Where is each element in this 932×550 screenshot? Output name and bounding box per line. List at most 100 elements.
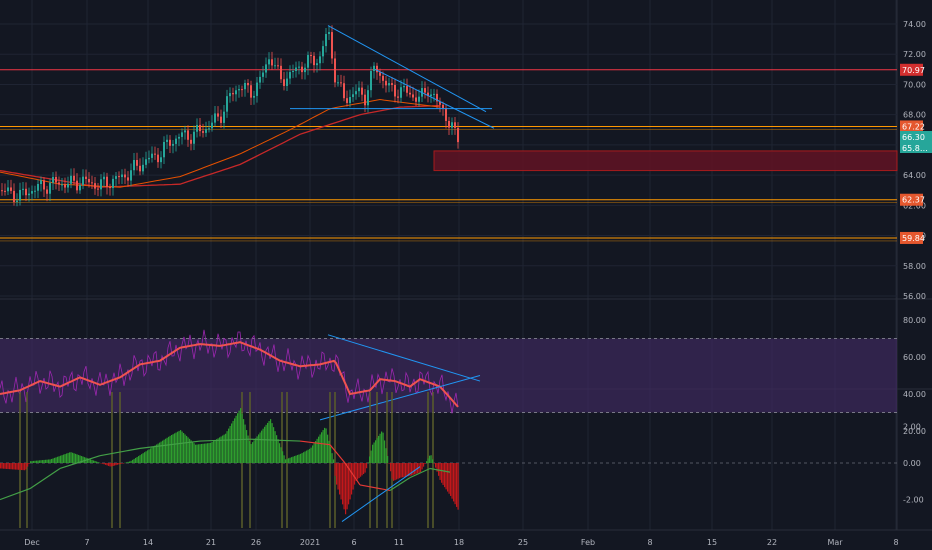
histogram-bar — [369, 456, 371, 463]
histogram-bar — [54, 457, 56, 463]
candle-body — [310, 55, 312, 57]
candle-body — [316, 63, 318, 66]
histogram-bar — [13, 463, 15, 470]
histogram-bar — [10, 463, 12, 470]
candle-body — [127, 177, 129, 181]
candle-body — [403, 86, 405, 88]
histogram-bar — [430, 455, 432, 463]
price-panel[interactable] — [0, 25, 898, 242]
candle-body — [49, 182, 51, 194]
histogram-bar — [240, 408, 242, 463]
histogram-bar — [394, 463, 396, 481]
oscillator-panel[interactable] — [0, 392, 897, 528]
histogram-bar — [190, 440, 192, 463]
histogram-bar — [123, 463, 125, 464]
histogram-bar — [346, 463, 348, 510]
candle-body — [16, 200, 18, 202]
histogram-bar — [75, 453, 77, 463]
histogram-bar — [174, 433, 176, 463]
histogram-bar — [46, 459, 48, 463]
candle-body — [244, 82, 246, 90]
price-level-tag — [900, 63, 923, 76]
histogram-bar — [172, 434, 174, 463]
histogram-bar — [16, 463, 18, 470]
histogram-bar — [187, 437, 189, 463]
histogram-bar — [180, 430, 182, 463]
histogram-bar — [109, 463, 111, 467]
histogram-bar — [124, 462, 126, 464]
histogram-bar — [387, 455, 389, 463]
price-level-tag — [900, 231, 923, 244]
histogram-bar — [91, 459, 93, 463]
candle-body — [418, 96, 420, 102]
histogram-bar — [64, 454, 66, 463]
histogram-bar — [445, 463, 447, 490]
candle-body — [118, 176, 120, 178]
candle-body — [268, 59, 270, 65]
histogram-bar — [141, 454, 143, 463]
histogram-bar — [144, 452, 146, 463]
histogram-bar — [294, 456, 296, 463]
histogram-bar — [76, 454, 78, 463]
histogram-bar — [51, 458, 53, 463]
histogram-bar — [288, 458, 290, 463]
candle-body — [181, 132, 183, 137]
histogram-bar — [441, 463, 443, 483]
histogram-bar — [325, 428, 327, 463]
histogram-bar — [34, 460, 36, 463]
histogram-bar — [106, 463, 108, 466]
histogram-bar — [424, 463, 426, 464]
histogram-bar — [111, 463, 113, 467]
candle-body — [430, 94, 432, 97]
candle-body — [412, 94, 414, 98]
oscillator-axis-label: 2.00 — [903, 422, 921, 431]
price-axis[interactable]: 74.0072.0070.0068.0066.0064.0062.0060.00… — [900, 20, 932, 505]
histogram-bar — [352, 463, 354, 490]
candle-body — [457, 127, 459, 143]
histogram-bar — [306, 450, 308, 463]
histogram-bar — [324, 427, 326, 463]
histogram-bar — [102, 463, 104, 464]
rsi-axis-label: 80.00 — [903, 316, 926, 325]
oscillator-signal-line — [359, 484, 391, 492]
histogram-bar — [319, 434, 321, 463]
candle-body — [121, 174, 123, 177]
candle-body — [328, 32, 330, 35]
candle-body — [415, 97, 417, 102]
histogram-bar — [159, 442, 161, 463]
histogram-bar — [405, 463, 407, 477]
candle-body — [103, 176, 105, 180]
candle-body — [178, 136, 180, 139]
oscillator-axis-label: 0.00 — [903, 459, 921, 468]
histogram-bar — [121, 463, 123, 464]
candle-body — [394, 84, 396, 97]
histogram-bar — [25, 463, 27, 470]
histogram-bar — [457, 463, 459, 510]
histogram-bar — [49, 459, 51, 463]
candle-body — [193, 131, 195, 144]
candle-body — [172, 143, 174, 146]
rsi-panel[interactable] — [0, 329, 897, 421]
histogram-bar — [286, 458, 288, 463]
histogram-bar — [145, 451, 147, 463]
candle-body — [367, 90, 369, 106]
candle-body — [322, 46, 324, 57]
histogram-bar — [247, 435, 249, 463]
histogram-bar — [6, 463, 8, 469]
candle-body — [373, 65, 375, 71]
time-axis[interactable]: Dec 7 14 21 26 2021 6 11 18 25 Feb 8 15 22 Mar 8 — [24, 538, 898, 547]
candle-body — [124, 174, 126, 178]
histogram-bar — [93, 460, 95, 463]
histogram-bar — [78, 454, 80, 463]
histogram-bar — [327, 434, 329, 463]
candle-body — [262, 72, 264, 77]
histogram-bar — [312, 445, 314, 463]
histogram-bar — [24, 463, 26, 471]
histogram-bar — [439, 463, 441, 480]
histogram-bar — [330, 446, 332, 463]
candle-body — [439, 101, 441, 105]
histogram-bar — [402, 463, 404, 478]
candle-body — [241, 89, 243, 91]
histogram-bar — [364, 463, 366, 473]
